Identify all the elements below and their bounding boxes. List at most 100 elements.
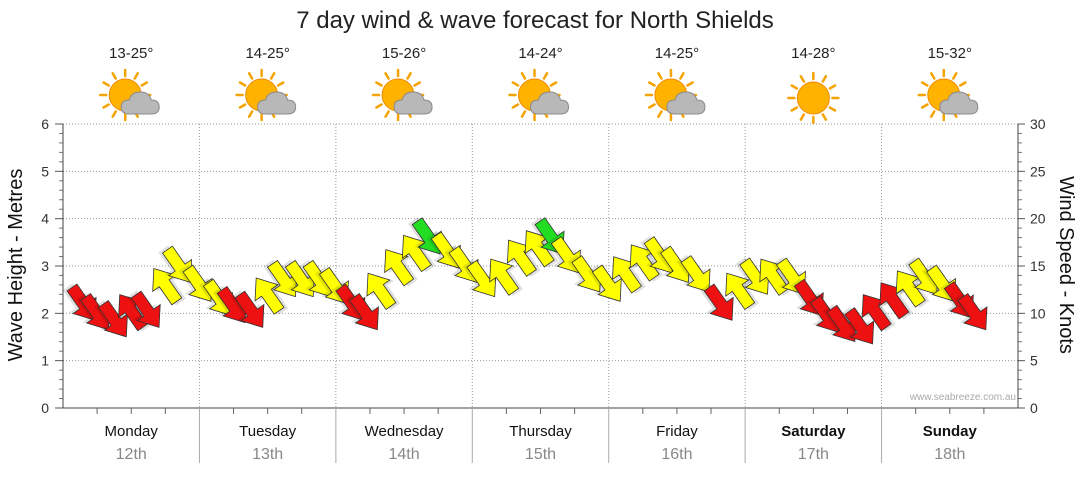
sun-ray [828,84,837,90]
wind-arrow [178,264,213,302]
wind-arrow-shape [130,290,161,328]
sun-ray [679,72,685,80]
wind-arrow-shape [234,290,265,328]
wind-arrow-shape [384,249,415,287]
sun-ray [790,106,799,112]
y-tick-right: 0 [1030,400,1038,416]
wind-arrow-shape [411,217,442,255]
day-date: 13th [252,446,283,463]
partly-cloudy-icon [917,68,979,122]
wind-arrow [230,290,265,328]
day-name: Thursday [509,423,572,440]
y-tick-left: 6 [41,116,49,132]
day-temperature: 14-25° [245,45,289,62]
sun-ray [111,110,117,118]
wind-arrow [676,254,711,293]
y-tick-left: 4 [41,211,49,227]
sun-ray [133,72,139,80]
sun-ray [821,75,828,83]
sun-ray [686,81,694,87]
y-tick-left: 2 [41,305,49,321]
wind-arrow-shape [591,264,622,302]
y-tick-right: 5 [1030,353,1038,369]
sun-ray [102,103,111,109]
sun-ray [406,72,412,80]
day-date: 18th [934,446,965,463]
wind-arrow-shape [182,264,213,302]
sun-ray [238,81,247,87]
wind-arrow [254,277,289,315]
wind-arrow [345,292,379,331]
sun-ray [958,81,967,87]
y-tick-left: 1 [41,353,49,369]
sun-ray [799,113,806,121]
sun-ray [920,81,929,87]
y-tick-right: 15 [1030,258,1046,274]
y-axis-label-left: Wave Height - Metres [5,169,27,362]
cloud-shape [257,91,297,115]
day-name: Wednesday [365,423,444,440]
sun-ray [790,84,799,90]
sun-ray [549,81,558,87]
sun-ray [648,103,656,109]
wind-arrow-shape [254,277,285,315]
wind-arrow [588,264,622,302]
wind-arrow-shape [366,272,397,311]
partly-cloudy-icon [508,68,570,122]
y-tick-right: 30 [1030,116,1046,132]
credit-text: www.seabreeze.com.au [909,392,1016,403]
sun-ray [930,72,936,80]
day-date: 14th [389,446,420,463]
wind-arrow [700,283,734,321]
day-date: 17th [798,446,829,463]
sun-ray [276,81,285,87]
partly-cloudy-icon [98,68,160,122]
wind-arrow [489,258,523,297]
chart-title: 7 day wind & wave forecast for North Shi… [296,7,774,34]
day-temperature: 14-28° [791,45,835,62]
wind-arrow [840,306,875,345]
sun-ray [140,81,149,87]
day-temperature: 13-25° [109,45,153,62]
wind-arrow [384,249,418,287]
sun-ray [413,81,421,87]
wind-arrow-shape [957,292,988,331]
day-labels: Monday 12th Tuesday 13th Wednesday 14th Thursd… [105,423,978,463]
y-tick-left: 0 [41,400,49,416]
wind-arrow-shape [348,292,379,331]
sun-icon [787,71,840,125]
wind-arrow [366,272,401,311]
day-temperature: 14-25° [655,45,699,62]
y-axis-label-right: Wind Speed - Knots [1055,176,1077,354]
day-date: 15th [525,446,556,463]
sun-ray [828,106,837,112]
sun-ray [952,72,958,80]
day-date: 16th [661,446,692,463]
day-weather-header: 13-25° 14-25° 15-26° 14-24° 14-25° 14-28° 15-3… [98,45,979,125]
sun-ray [657,72,663,80]
sun-ray [375,103,383,109]
day-name: Tuesday [239,423,296,440]
day-date: 12th [116,446,147,463]
sun-ray [648,81,656,87]
sun-disc [796,81,830,115]
cloud-shape [393,91,433,115]
sun-ray [821,113,828,121]
axes: 0 01 52 103 154 205 256 30 [41,116,1046,463]
wind-arrow-shape [703,283,734,321]
cloud-shape [939,91,979,115]
sun-ray [520,72,527,80]
day-name: Friday [656,423,698,440]
grid-lines [63,123,1018,408]
sun-ray [511,81,520,87]
sun-ray [520,110,527,118]
y-tick-right: 20 [1030,211,1046,227]
wind-arrow [953,292,988,331]
day-temperature: 14-24° [518,45,562,62]
wind-arrow-shape [725,272,756,311]
sun-ray [238,103,247,109]
sun-ray [930,110,936,118]
sun-ray [375,81,383,87]
